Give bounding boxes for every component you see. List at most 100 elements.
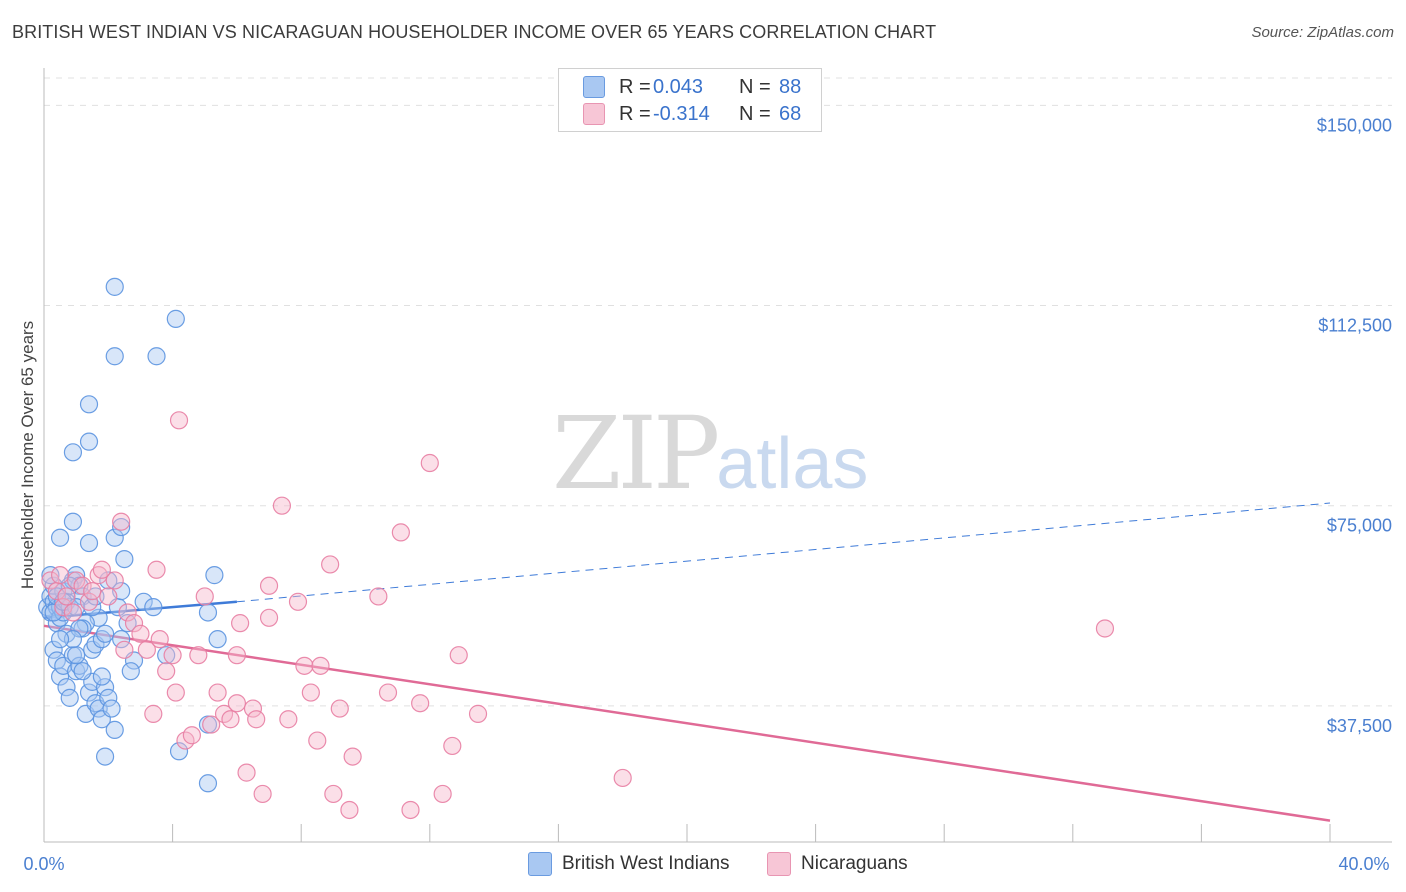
british-west-indian-point [79, 683, 99, 702]
y-tick-label: $37,500 [1327, 716, 1392, 736]
nicaraguan-point [182, 726, 201, 745]
nicaraguan-point [227, 694, 246, 713]
nicaraguan-point [99, 587, 118, 606]
british-west-indian-point [102, 699, 121, 718]
british-west-indian-point [57, 678, 76, 697]
watermark-zip: ZIP [552, 395, 720, 512]
nicaraguan-point [54, 598, 73, 617]
british-west-indian-point [115, 549, 134, 569]
british-west-indian-point [198, 603, 218, 622]
nicaraguan-point [253, 784, 272, 804]
nicaraguan-point [208, 683, 227, 702]
british-west-indian-point [147, 347, 166, 366]
chart-title: BRITISH WEST INDIAN VS NICARAGUAN HOUSEH… [12, 22, 937, 42]
british-west-indian-point [67, 662, 86, 681]
nicaraguan-point [272, 496, 292, 515]
british-west-indian-point [105, 720, 124, 740]
nicaraguan-point [112, 512, 131, 531]
nicaraguan-point [83, 582, 102, 601]
nicaraguan-point [391, 523, 410, 542]
british-west-indian-point [44, 576, 63, 595]
british-west-indian-point [134, 592, 153, 611]
british-west-indian-point [205, 566, 224, 585]
nicaraguan-point [295, 656, 314, 675]
nicaraguan-point [259, 576, 279, 595]
nicaraguan-point [231, 614, 250, 633]
nicaraguan-point [279, 710, 298, 729]
nicaraguan-point [411, 694, 430, 713]
british-west-indian-point [79, 533, 99, 553]
nicaraguan-point [343, 747, 362, 766]
nicaraguan-point [613, 768, 632, 788]
nicaraguan-point [73, 576, 92, 595]
british-west-indian-point [95, 678, 115, 697]
y-tick-label: $75,000 [1327, 516, 1392, 536]
nicaraguan-point [1095, 619, 1115, 638]
british-west-indian-point [44, 640, 63, 659]
legend-r-value: -0.314 [653, 102, 710, 125]
nicaraguan-point [468, 704, 488, 723]
nicaraguan-point [243, 699, 263, 718]
x-tick-label-right: 40.0% [1338, 854, 1389, 874]
british-west-indian-point [60, 688, 79, 707]
nicaraguan-point [259, 608, 279, 627]
british-west-indian-point [105, 528, 124, 547]
legend-n-label: N = [739, 75, 771, 98]
british-west-indian-point [67, 646, 86, 665]
nicaraguan-point [378, 683, 398, 702]
british-west-indian-point [157, 646, 176, 665]
nicaraguan-point [237, 763, 256, 782]
nicaraguan-point [147, 560, 166, 579]
british-west-indian-point [112, 630, 131, 649]
british-west-indian-point [67, 566, 86, 585]
nicaraguan-point [195, 587, 214, 606]
bottom-legend-swatch-pink [767, 852, 791, 876]
nicaraguan-point [166, 683, 185, 702]
legend-row-nicaraguans: R = -0.314 N = 68 [583, 100, 801, 128]
axes [43, 68, 1392, 843]
british-west-indian-point [208, 630, 227, 649]
legend-swatch-pink [583, 103, 605, 125]
legend-swatch-blue [583, 76, 605, 98]
watermark: ZIPatlas [552, 395, 868, 512]
nicaraguan-point [189, 646, 208, 665]
nicaraguan-point [50, 566, 70, 585]
nicaraguan-point [150, 630, 169, 649]
y-axis-label: Householder Income Over 65 years [18, 321, 37, 589]
british-west-indian-point [99, 571, 118, 590]
nicaraguan-point [308, 731, 327, 750]
nicaraguan-point [169, 411, 189, 430]
nicaraguan-point [79, 592, 99, 611]
british-west-indian-point [166, 309, 185, 328]
y-tick-label: $112,500 [1318, 316, 1392, 336]
nicaraguan-point [449, 646, 468, 665]
nicaraguan-point [401, 800, 420, 820]
tick-labels: $150,000 $112,500 $75,000 $37,500 0.0% 40.0% H… [18, 115, 1392, 874]
british-west-indian-point [105, 277, 124, 296]
nicaraguan-point [288, 592, 308, 611]
nicaraguan-point [321, 555, 340, 574]
british-west-indian-point [118, 614, 137, 633]
nicaraguan-point [247, 710, 266, 729]
legend-n-value: 88 [779, 75, 802, 98]
british-west-indian-point [63, 443, 83, 462]
nicaraguan-point [144, 704, 163, 723]
bottom-legend-nicaraguans: Nicaraguans [767, 852, 908, 876]
nicaraguan-point [340, 800, 359, 820]
british-west-indian-point [41, 566, 60, 585]
british-west-indian-point [95, 624, 115, 643]
nicaraguan-point [115, 640, 134, 659]
nicaraguan-point [41, 571, 60, 590]
british-west-indian-point [144, 598, 163, 617]
nicaraguan-point [118, 603, 137, 622]
british-west-indian-point [105, 347, 124, 366]
legend-r-value: 0.043 [653, 75, 704, 98]
british-west-indian-point [70, 656, 89, 675]
legend-n-value: 68 [779, 102, 802, 125]
british-west-indian-point [92, 667, 111, 686]
nicaraguan-point [369, 587, 388, 606]
british-west-indian-point [70, 619, 89, 638]
british-west-indian-point [121, 662, 140, 681]
correlation-legend: R = 0.043 N = 88 R = -0.314 N = 68 [558, 68, 822, 132]
